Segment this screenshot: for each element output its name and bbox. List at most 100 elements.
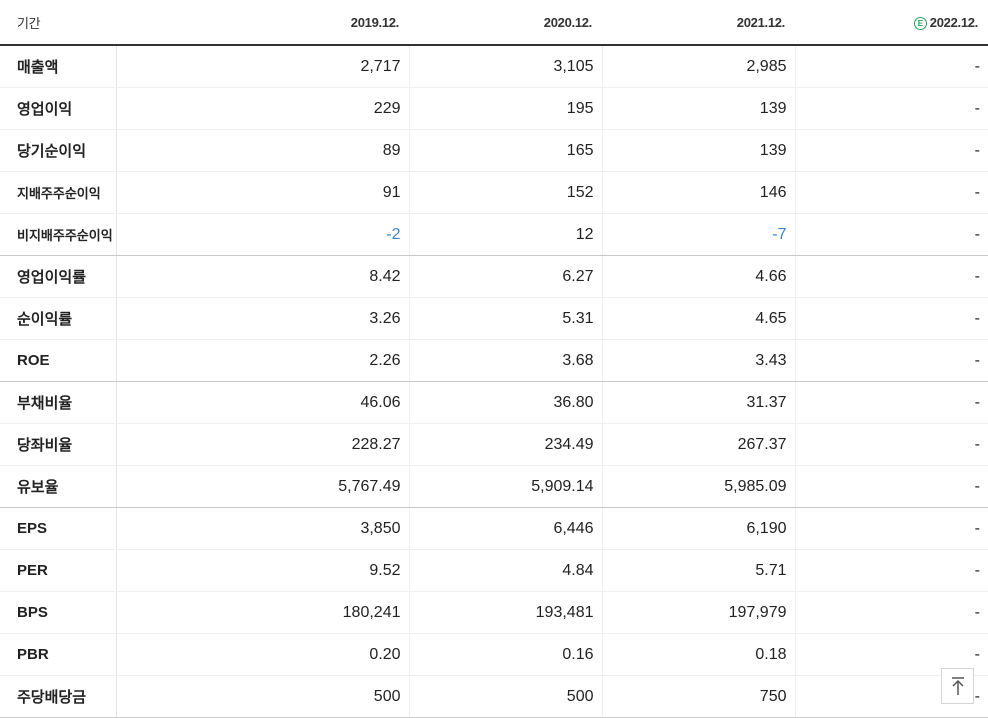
row-label: PBR [0, 633, 117, 676]
row-label: BPS [0, 591, 117, 634]
cell-value: 5,985.09 [601, 465, 795, 508]
row-label: EPS [0, 507, 117, 550]
cell-value: 5.71 [601, 549, 795, 592]
cell-value: - [794, 297, 988, 340]
cell-value: 5,909.14 [408, 465, 602, 508]
cell-value: 5.31 [408, 297, 602, 340]
cell-value: 4.84 [408, 549, 602, 592]
cell-value: 3.26 [115, 297, 409, 340]
cell-value: 234.49 [408, 423, 602, 466]
period-header-estimate: E 2022.12. [795, 0, 988, 46]
cell-value: - [794, 591, 988, 634]
cell-value: 12 [408, 213, 602, 256]
cell-value: - [794, 87, 988, 130]
cell-value: 6,190 [601, 507, 795, 550]
row-label: PER [0, 549, 117, 592]
row-label: 매출액 [0, 45, 117, 88]
table-row: PBR 0.20 0.16 0.18- [0, 633, 988, 676]
table-row: 매출액 2,717 3,105 2,985- [0, 45, 988, 88]
cell-value: 46.06 [115, 381, 409, 424]
table-row: 주당배당금 500 500 750- [0, 675, 988, 718]
cell-value: 0.16 [408, 633, 602, 676]
table-row: 영업이익률 8.42 6.27 4.66- [0, 255, 988, 298]
period-header: 2021.12. [602, 0, 795, 46]
cell-value: 197,979 [601, 591, 795, 634]
cell-value: 180,241 [115, 591, 409, 634]
cell-value: 36.80 [408, 381, 602, 424]
cell-value: - [794, 129, 988, 172]
cell-value: 139 [601, 87, 795, 130]
cell-value: -2 [115, 213, 409, 256]
cell-value: 31.37 [601, 381, 795, 424]
table-row: PER 9.52 4.84 5.71- [0, 549, 988, 592]
cell-value: 5,767.49 [115, 465, 409, 508]
cell-value: 4.65 [601, 297, 795, 340]
cell-value: - [794, 423, 988, 466]
cell-value: 500 [408, 675, 602, 718]
row-label: 유보율 [0, 465, 117, 508]
cell-value: -7 [601, 213, 795, 256]
cell-value: - [794, 381, 988, 424]
cell-value: 89 [115, 129, 409, 172]
cell-value: 750 [601, 675, 795, 718]
row-label: ROE [0, 339, 117, 382]
cell-value: - [794, 465, 988, 508]
table-row: 순이익률 3.26 5.31 4.65- [0, 297, 988, 340]
row-label: 순이익률 [0, 297, 117, 340]
cell-value: 229 [115, 87, 409, 130]
cell-value: - [794, 213, 988, 256]
row-label: 지배주주순이익 [0, 171, 117, 214]
cell-value: 267.37 [601, 423, 795, 466]
cell-value: - [794, 507, 988, 550]
table-row: EPS 3,850 6,446 6,190- [0, 507, 988, 550]
cell-value: - [794, 339, 988, 382]
cell-value: 6.27 [408, 255, 602, 298]
cell-value: 193,481 [408, 591, 602, 634]
cell-value: - [794, 171, 988, 214]
cell-value: - [794, 45, 988, 88]
table-row: 당좌비율 228.27 234.49 267.37- [0, 423, 988, 466]
arrow-up-to-top-icon [951, 677, 964, 695]
header-row: 기간 2019.12. 2020.12. 2021.12. E 2022.12. [0, 0, 988, 46]
row-label: 당기순이익 [0, 129, 117, 172]
cell-value: 91 [115, 171, 409, 214]
cell-value: 0.20 [115, 633, 409, 676]
row-label: 영업이익 [0, 87, 117, 130]
table-row: 당기순이익 89 165 139- [0, 129, 988, 172]
cell-value: 0.18 [601, 633, 795, 676]
table-row: 영업이익 229 195 139- [0, 87, 988, 130]
cell-value: - [794, 255, 988, 298]
table-row: 부채비율 46.06 36.80 31.37- [0, 381, 988, 424]
table-row: ROE 2.26 3.68 3.43- [0, 339, 988, 382]
cell-value: 8.42 [115, 255, 409, 298]
period-header: 2019.12. [116, 0, 409, 46]
cell-value: 146 [601, 171, 795, 214]
row-label: 주당배당금 [0, 675, 117, 718]
row-label: 영업이익률 [0, 255, 117, 298]
table-row: 유보율 5,767.49 5,909.14 5,985.09- [0, 465, 988, 508]
cell-value: 3,850 [115, 507, 409, 550]
estimate-badge-icon: E [913, 16, 927, 30]
cell-value: 2.26 [115, 339, 409, 382]
cell-value: 2,985 [601, 45, 795, 88]
row-label: 비지배주주순이익 [0, 213, 117, 256]
cell-value: 500 [115, 675, 409, 718]
table-row: BPS 180,241 193,481 197,979- [0, 591, 988, 634]
row-label: 부채비율 [0, 381, 117, 424]
cell-value: 152 [408, 171, 602, 214]
table-row: 비지배주주순이익 -2 12 -7- [0, 213, 988, 256]
cell-value: 2,717 [115, 45, 409, 88]
cell-value: 3,105 [408, 45, 602, 88]
cell-value: 3.43 [601, 339, 795, 382]
cell-value: 6,446 [408, 507, 602, 550]
table-row: 지배주주순이익 91 152 146- [0, 171, 988, 214]
cell-value: 195 [408, 87, 602, 130]
cell-value: 3.68 [408, 339, 602, 382]
cell-value: 9.52 [115, 549, 409, 592]
period-header-label: 기간 [0, 0, 116, 46]
period-header: 2020.12. [409, 0, 602, 46]
cell-value: 4.66 [601, 255, 795, 298]
scroll-to-top-button[interactable] [941, 668, 974, 704]
row-label: 당좌비율 [0, 423, 117, 466]
